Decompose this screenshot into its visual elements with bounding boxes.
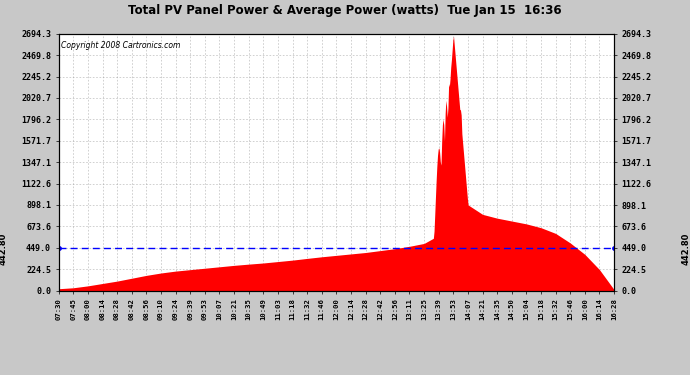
Text: 442.80: 442.80	[682, 232, 690, 265]
Text: Total PV Panel Power & Average Power (watts)  Tue Jan 15  16:36: Total PV Panel Power & Average Power (wa…	[128, 4, 562, 17]
Text: 442.80: 442.80	[0, 232, 8, 265]
Text: Copyright 2008 Cartronics.com: Copyright 2008 Cartronics.com	[61, 42, 181, 51]
